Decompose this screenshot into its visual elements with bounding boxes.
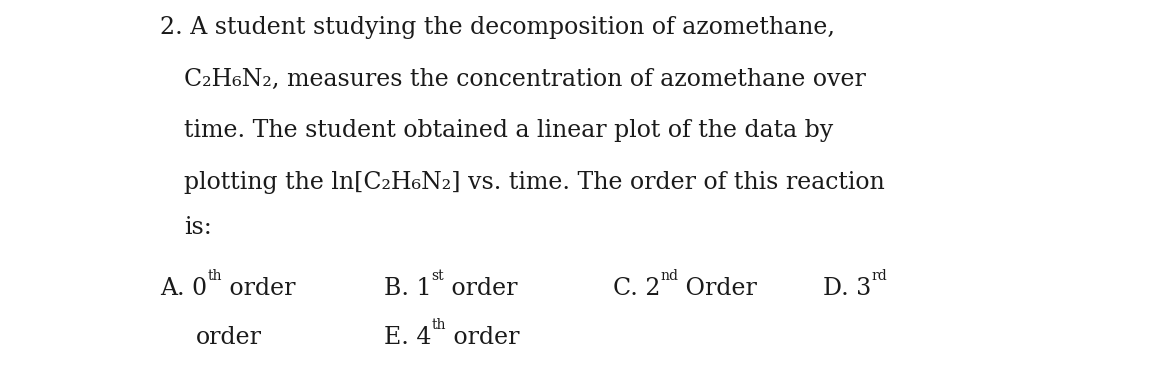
Text: B. 1: B. 1 <box>384 277 431 300</box>
Text: C. 2: C. 2 <box>613 277 661 300</box>
Text: plotting the ln[C₂H₆N₂] vs. time. The order of this reaction: plotting the ln[C₂H₆N₂] vs. time. The or… <box>184 171 885 194</box>
Text: Order: Order <box>678 277 757 300</box>
Text: D. 3: D. 3 <box>823 277 871 300</box>
Text: 2. A student studying the decomposition of azomethane,: 2. A student studying the decomposition … <box>160 16 835 39</box>
Text: order: order <box>195 326 262 349</box>
Text: th: th <box>208 269 222 283</box>
Text: th: th <box>431 318 445 332</box>
Text: order: order <box>444 277 518 300</box>
Text: st: st <box>431 269 444 283</box>
Text: time. The student obtained a linear plot of the data by: time. The student obtained a linear plot… <box>184 119 833 142</box>
Text: A. 0: A. 0 <box>160 277 208 300</box>
Text: C₂H₆N₂, measures the concentration of azomethane over: C₂H₆N₂, measures the concentration of az… <box>184 68 865 91</box>
Text: rd: rd <box>871 269 887 283</box>
Text: order: order <box>222 277 295 300</box>
Text: is:: is: <box>184 216 212 239</box>
Text: nd: nd <box>661 269 678 283</box>
Text: order: order <box>445 326 520 349</box>
Text: E. 4: E. 4 <box>384 326 431 349</box>
